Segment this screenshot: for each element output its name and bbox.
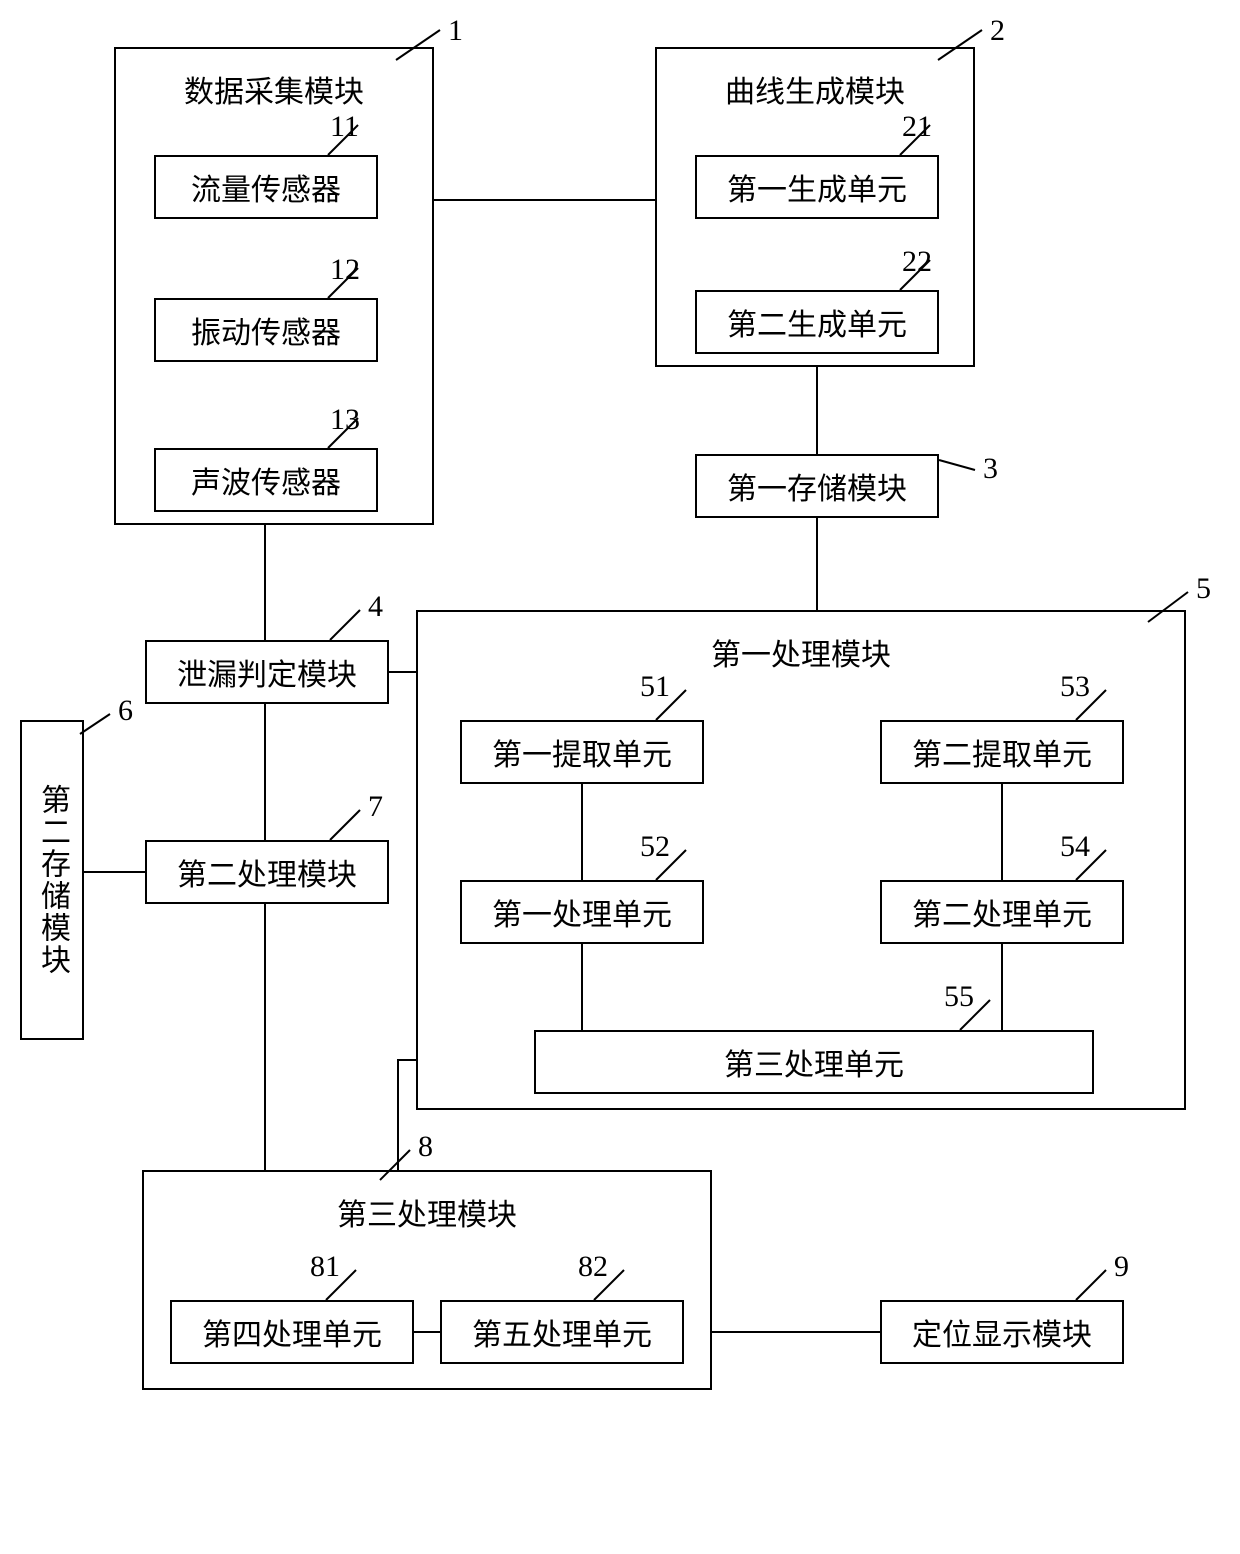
module-4-text: 泄漏判定模块 <box>177 650 357 694</box>
module-second-storage: 第二存储模块 <box>20 720 84 1040</box>
unit-fourth-processing: 第四处理单元 <box>170 1300 414 1364</box>
module-2-title: 曲线生成模块 <box>657 67 973 111</box>
label-81: 81 <box>310 1250 340 1284</box>
unit-first-processing: 第一处理单元 <box>460 880 704 944</box>
unit-second-extraction: 第二提取单元 <box>880 720 1124 784</box>
label-12: 12 <box>330 253 360 287</box>
label-52: 52 <box>640 830 670 864</box>
unit-vibration-sensor: 振动传感器 <box>154 298 378 362</box>
module-5-title: 第一处理模块 <box>418 630 1184 674</box>
label-8: 8 <box>418 1130 433 1164</box>
module-6-text: 第二存储模块 <box>30 784 74 976</box>
label-7: 7 <box>368 790 383 824</box>
label-9: 9 <box>1114 1250 1129 1284</box>
label-6: 6 <box>118 694 133 728</box>
unit-81-text: 第四处理单元 <box>202 1310 382 1354</box>
module-first-storage: 第一存储模块 <box>695 454 939 518</box>
module-positioning-display: 定位显示模块 <box>880 1300 1124 1364</box>
module-second-processing: 第二处理模块 <box>145 840 389 904</box>
unit-54-text: 第二处理单元 <box>912 890 1092 934</box>
unit-first-generation: 第一生成单元 <box>695 155 939 219</box>
unit-53-text: 第二提取单元 <box>912 730 1092 774</box>
label-54: 54 <box>1060 830 1090 864</box>
unit-82-text: 第五处理单元 <box>472 1310 652 1354</box>
label-1: 1 <box>448 14 463 48</box>
unit-55-text: 第三处理单元 <box>724 1040 904 1084</box>
unit-second-generation: 第二生成单元 <box>695 290 939 354</box>
module-1-title: 数据采集模块 <box>116 67 432 111</box>
label-51: 51 <box>640 670 670 704</box>
unit-acoustic-sensor: 声波传感器 <box>154 448 378 512</box>
unit-fifth-processing: 第五处理单元 <box>440 1300 684 1364</box>
label-53: 53 <box>1060 670 1090 704</box>
label-22: 22 <box>902 245 932 279</box>
module-9-text: 定位显示模块 <box>912 1310 1092 1354</box>
module-leak-determination: 泄漏判定模块 <box>145 640 389 704</box>
label-55: 55 <box>944 980 974 1014</box>
label-3: 3 <box>983 452 998 486</box>
unit-12-text: 振动传感器 <box>191 308 341 352</box>
unit-21-text: 第一生成单元 <box>727 165 907 209</box>
label-2: 2 <box>990 14 1005 48</box>
diagram-canvas: 数据采集模块 流量传感器 振动传感器 声波传感器 曲线生成模块 第一生成单元 第… <box>0 0 1240 1554</box>
module-8-title: 第三处理模块 <box>144 1190 710 1234</box>
label-4: 4 <box>368 590 383 624</box>
unit-third-processing: 第三处理单元 <box>534 1030 1094 1094</box>
module-3-text: 第一存储模块 <box>727 464 907 508</box>
label-82: 82 <box>578 1250 608 1284</box>
unit-52-text: 第一处理单元 <box>492 890 672 934</box>
label-5: 5 <box>1196 572 1211 606</box>
unit-flow-sensor: 流量传感器 <box>154 155 378 219</box>
unit-first-extraction: 第一提取单元 <box>460 720 704 784</box>
label-11: 11 <box>330 110 359 144</box>
unit-13-text: 声波传感器 <box>191 458 341 502</box>
label-13: 13 <box>330 403 360 437</box>
unit-22-text: 第二生成单元 <box>727 300 907 344</box>
unit-second-processing: 第二处理单元 <box>880 880 1124 944</box>
label-21: 21 <box>902 110 932 144</box>
unit-51-text: 第一提取单元 <box>492 730 672 774</box>
unit-11-text: 流量传感器 <box>191 165 341 209</box>
module-7-text: 第二处理模块 <box>177 850 357 894</box>
